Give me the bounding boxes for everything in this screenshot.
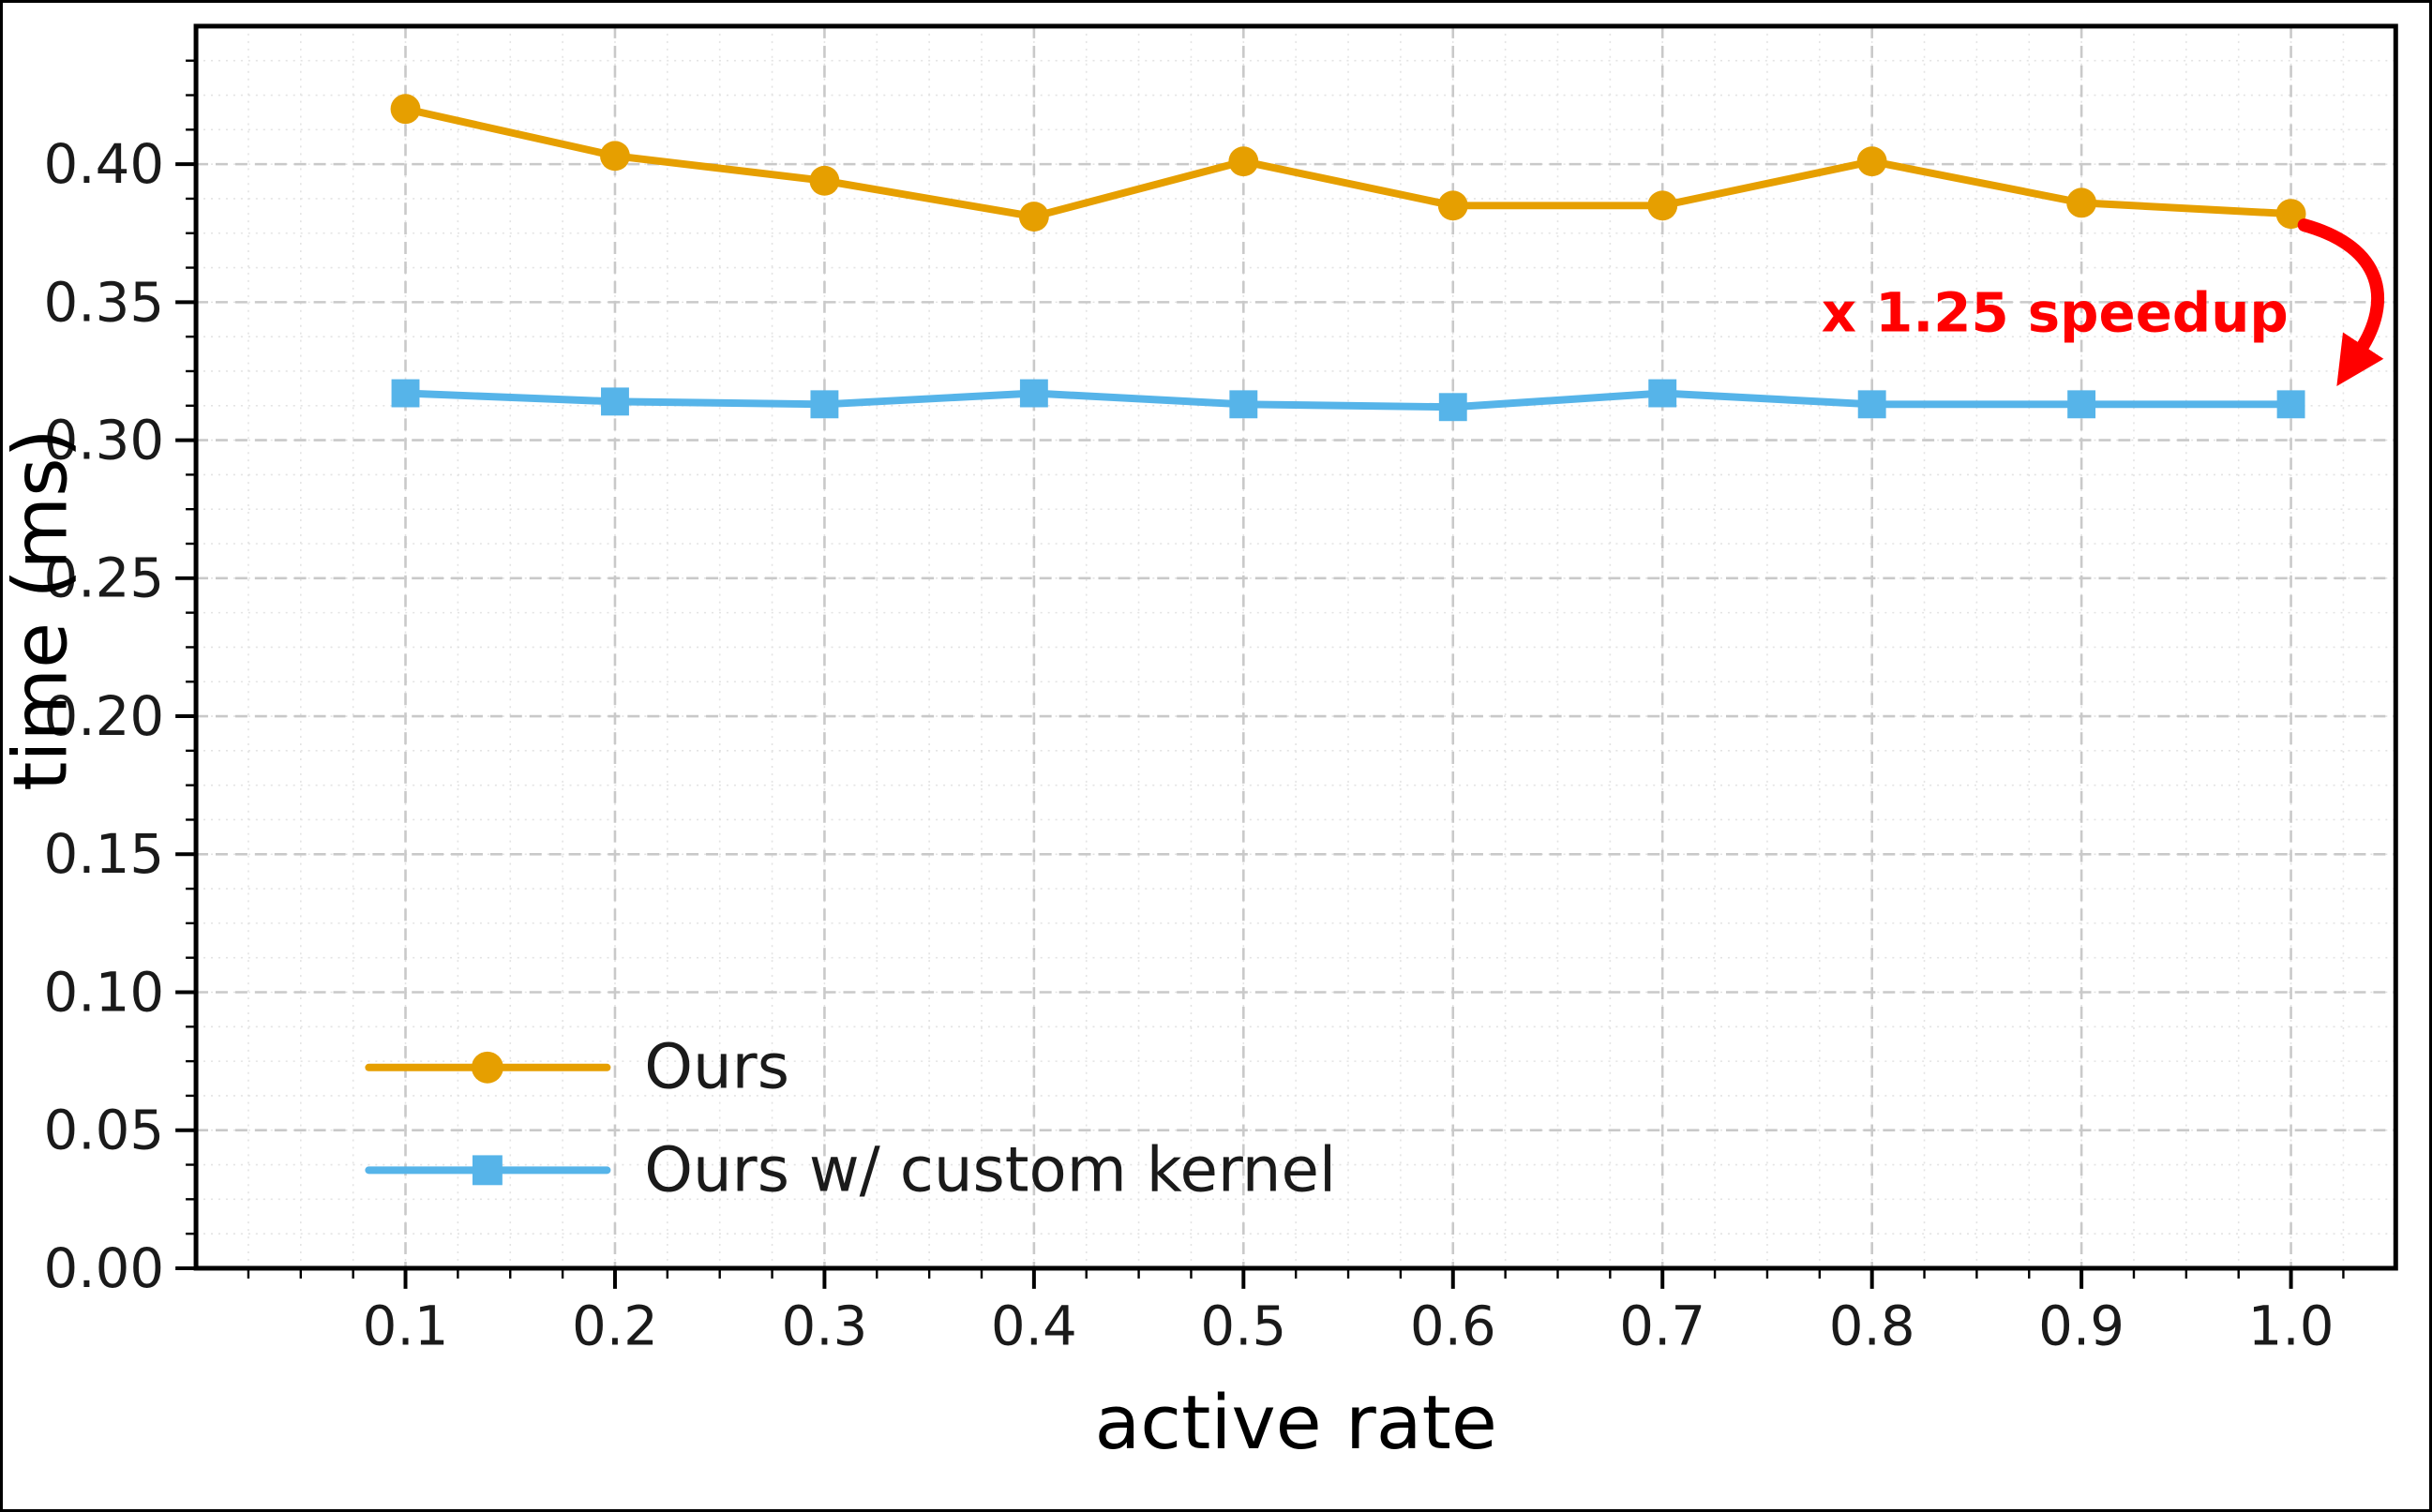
data-point-square xyxy=(2067,390,2096,419)
data-point-circle xyxy=(2066,187,2097,218)
data-point-square xyxy=(810,390,839,419)
y-tick-label: 0.05 xyxy=(44,1099,165,1162)
speedup-annotation: x 1.25 speedup xyxy=(1822,218,2385,386)
x-tick-label: 0.9 xyxy=(2038,1295,2124,1358)
legend-label: Ours xyxy=(644,1031,789,1103)
data-point-square xyxy=(391,379,420,408)
data-point-circle xyxy=(1018,202,1049,232)
x-tick-label: 0.5 xyxy=(1200,1295,1286,1358)
x-tick-label: 0.4 xyxy=(991,1295,1077,1358)
x-tick-label: 0.1 xyxy=(363,1295,449,1358)
series-line-ours xyxy=(401,105,2295,221)
speedup-label: x 1.25 speedup xyxy=(1822,281,2289,345)
y-axis-label: time (ms) xyxy=(3,428,84,791)
speedup-arrow xyxy=(2297,218,2385,386)
y-tick-label: 0.30 xyxy=(44,409,165,472)
legend-marker-circle xyxy=(471,1051,503,1084)
y-tick-label: 0.40 xyxy=(44,132,165,196)
x-tick-label: 0.8 xyxy=(1829,1295,1915,1358)
data-point-square xyxy=(1438,393,1467,422)
data-point-square xyxy=(1229,390,1258,419)
line-chart: 0.1 0.2 0.3 0.4 0.5 0.6 0.7 0.8 0.9 1.0 0.00 0.05 0.… xyxy=(3,23,2398,1466)
data-point-circle xyxy=(1437,190,1468,221)
y-tick-label: 0.10 xyxy=(44,960,165,1024)
y-tick-label: 0.35 xyxy=(44,270,165,334)
data-point-circle xyxy=(2275,199,2306,230)
data-point-square xyxy=(2276,390,2305,419)
data-point-circle xyxy=(390,94,421,125)
x-tick-label: 1.0 xyxy=(2248,1295,2334,1358)
x-tick-label: 0.3 xyxy=(781,1295,867,1358)
x-tick-label: 0.7 xyxy=(1619,1295,1705,1358)
y-tick-label: 0.20 xyxy=(44,684,165,748)
data-point-circle xyxy=(1647,190,1678,221)
legend-label: Ours w/ custom kernel xyxy=(644,1133,1336,1205)
data-point-square xyxy=(1857,390,1886,419)
data-point-square xyxy=(1648,379,1677,408)
y-tick-label: 0.00 xyxy=(44,1236,165,1300)
legend: Ours Ours w/ custom kernel xyxy=(365,1031,1336,1205)
y-tick-label: 0.15 xyxy=(44,822,165,886)
x-axis-label: active rate xyxy=(1094,1379,1496,1466)
legend-marker-square xyxy=(472,1155,503,1186)
x-tick-label: 0.6 xyxy=(1410,1295,1496,1358)
series-line-ours-custom-kernel xyxy=(401,389,2295,412)
data-point-square xyxy=(1019,379,1048,408)
data-point-circle xyxy=(809,165,840,196)
data-point-square xyxy=(601,387,629,416)
data-point-circle xyxy=(1856,146,1887,177)
x-tick-label: 0.2 xyxy=(572,1295,658,1358)
y-tick-label: 0.25 xyxy=(44,546,165,610)
data-point-circle xyxy=(600,141,630,172)
data-point-circle xyxy=(1228,146,1259,177)
